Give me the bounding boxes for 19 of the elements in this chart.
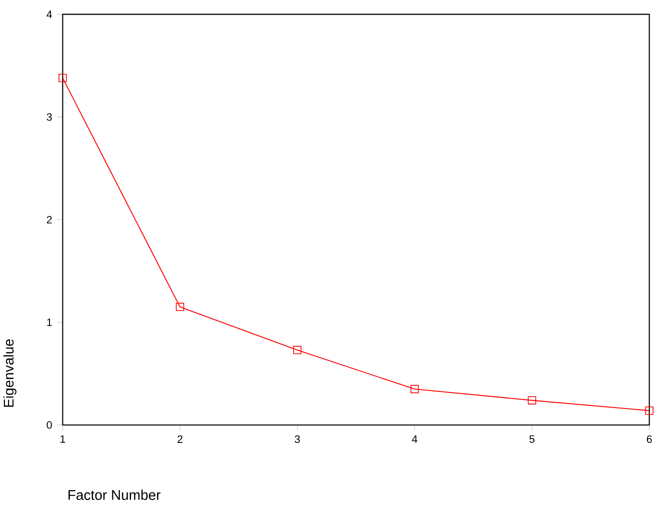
y-tick-label: 4 [46,10,52,18]
y-tick-label: 0 [46,421,52,429]
x-tick-label: 3 [294,435,300,443]
point [410,384,419,394]
point [58,74,67,82]
point [176,302,184,312]
y-tick-label: 2 [46,216,52,224]
x-tick-label: 5 [529,435,535,443]
y-tick-label: 3 [46,113,52,121]
y-axis-title: Eigenvalue [3,339,16,407]
point [528,396,536,404]
x-tick-label: 1 [60,435,66,443]
y-tick-label: 1 [47,318,52,326]
x-tick-label: 6 [646,435,652,443]
x-axis-title: Factor Number [68,490,160,500]
x-tick-label: 4 [412,435,418,443]
point [645,406,654,415]
x-tick-label: 2 [178,435,182,443]
point [293,346,302,354]
